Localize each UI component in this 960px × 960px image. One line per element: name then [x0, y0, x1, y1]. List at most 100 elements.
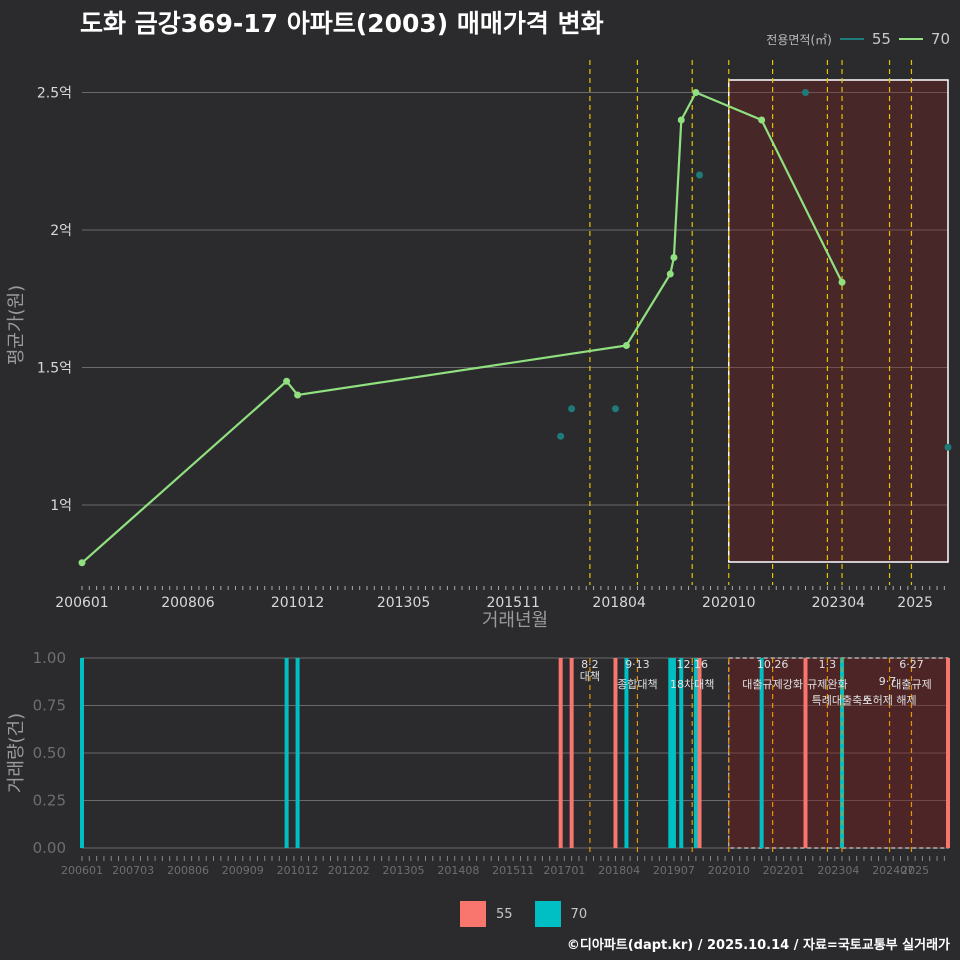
legend-label-55: 55: [871, 30, 891, 48]
point-70: [666, 270, 674, 278]
point-55: [944, 443, 952, 451]
bottom-x-tick-label: 2025: [901, 864, 929, 877]
top-x-tick-label: 200601: [55, 595, 108, 611]
annotation-date: 8·2: [581, 658, 599, 671]
bar-55: [803, 658, 808, 848]
bottom-x-tick-label: 202201: [763, 864, 805, 877]
bar-70: [80, 658, 84, 848]
annotation-text: 규제완화: [807, 678, 847, 691]
top-x-tick-label: 201305: [377, 595, 430, 611]
point-55: [568, 405, 576, 413]
bottom-x-tick-label: 201907: [653, 864, 695, 877]
top-x-tick-label: 200806: [161, 595, 215, 611]
point-55: [611, 405, 619, 413]
bar-55: [697, 658, 702, 848]
bottom-x-tick-label: 202407: [872, 864, 914, 877]
legend-swatch-55: [839, 38, 864, 40]
point-70: [622, 342, 630, 349]
bar-55: [613, 658, 618, 848]
top-y-tick-label: 2.5억: [37, 86, 72, 102]
annotation-date: 1·3: [819, 658, 837, 671]
top-x-tick-label: 201511: [486, 595, 539, 611]
point-55: [557, 432, 565, 440]
top-y-tick-label: 1.5억: [37, 361, 72, 377]
point-70: [758, 116, 766, 124]
bar-70: [624, 658, 629, 848]
bottom-x-tick-label: 200601: [61, 864, 103, 877]
annotation-date: 6·27: [899, 658, 924, 671]
legend-bottom-label-70: 70: [570, 906, 588, 922]
line-70: [81, 91, 843, 564]
point-70: [283, 377, 291, 385]
bottom-x-tick-label: 201701: [543, 864, 585, 877]
bar-55: [558, 658, 563, 848]
top-highlight-box: [728, 79, 949, 563]
annotation-date: 12·16: [676, 658, 708, 671]
bar-70: [284, 658, 289, 848]
bar-70: [668, 658, 673, 848]
top-x-tick-label: 202010: [702, 595, 755, 611]
bottom-x-tick-label: 202304: [817, 864, 859, 877]
top-x-axis-title: 거래년월: [482, 610, 548, 631]
bottom-x-tick-label: 201202: [328, 864, 370, 877]
point-70: [78, 559, 86, 567]
annotation-text: 대출규제: [891, 678, 931, 691]
bottom-x-tick-label: 201305: [383, 864, 425, 877]
point-70: [677, 116, 685, 124]
bottom-x-tick-label: 200703: [112, 864, 154, 877]
annotation-text: 토허제 해제: [862, 693, 916, 707]
bottom-y-axis-title: 거래량(건): [6, 713, 27, 793]
annotation-text: 대책: [580, 670, 600, 683]
top-x-tick-label: 2025: [897, 595, 933, 611]
bar-70: [295, 658, 300, 848]
bottom-y-tick-label: 0.25: [33, 792, 66, 810]
annotation-text: 대출규제강화: [742, 678, 803, 691]
bottom-y-tick-label: 1.00: [33, 649, 66, 667]
legend-label-70: 70: [930, 30, 950, 48]
legend-bottom: 55 70: [460, 901, 587, 927]
point-55: [696, 171, 704, 179]
bottom-x-tick-label: 201408: [437, 864, 479, 877]
legend-bottom-label-55: 55: [496, 906, 513, 922]
bottom-x-tick-label: 201804: [598, 864, 640, 877]
point-70: [692, 89, 700, 96]
point-70: [294, 391, 302, 399]
annotation-date: 10.26: [757, 658, 789, 671]
chart-title: 도화 금강369-17 아파트(2003) 매매가격 변화: [80, 9, 604, 38]
bottom-y-tick-label: 0.00: [33, 839, 66, 857]
bar-70: [693, 658, 698, 848]
legend-swatch-70: [898, 38, 923, 40]
top-x-tick-label: 202304: [812, 595, 866, 611]
top-x-tick-label: 201804: [592, 595, 646, 611]
bottom-y-tick-label: 0.50: [33, 744, 66, 762]
top-x-tick-label: 201012: [271, 595, 324, 611]
footer-credit: ©디아파트(dapt.kr) / 2025.10.14 / 자료=국토교통부 실…: [566, 938, 950, 953]
point-70: [838, 278, 846, 286]
bottom-x-tick-label: 200806: [167, 864, 209, 877]
annotation-date: 9·7: [879, 675, 897, 688]
bottom-y-tick-label: 0.75: [33, 697, 66, 715]
top-y-axis-title: 평균가(원): [6, 285, 27, 365]
annotation-date: 9·13: [625, 658, 650, 671]
top-y-tick-label: 2억: [50, 223, 72, 239]
annotation-text: 18차대책: [670, 678, 714, 691]
bar-70: [759, 658, 764, 848]
point-70: [670, 254, 678, 261]
bar-70: [679, 658, 684, 848]
top-y-tick-label: 1억: [50, 498, 72, 514]
legend-top: 전용면적(㎡) 55 70: [766, 30, 950, 48]
annotation-text: 종합대책: [617, 678, 657, 691]
bottom-x-tick-label: 200909: [222, 864, 264, 877]
bar-70: [671, 658, 676, 848]
legend-box-55: [460, 901, 486, 927]
bottom-x-tick-label: 201511: [492, 864, 534, 877]
point-55: [801, 89, 809, 96]
annotation-text: 특례대출축소: [812, 694, 873, 707]
legend-box-70: [534, 901, 561, 927]
bottom-x-tick-label: 201012: [277, 864, 319, 877]
bar-55: [946, 658, 950, 848]
bottom-x-tick-label: 202010: [708, 864, 750, 877]
bar-55: [569, 658, 574, 848]
legend-title: 전용면적(㎡): [766, 32, 832, 47]
